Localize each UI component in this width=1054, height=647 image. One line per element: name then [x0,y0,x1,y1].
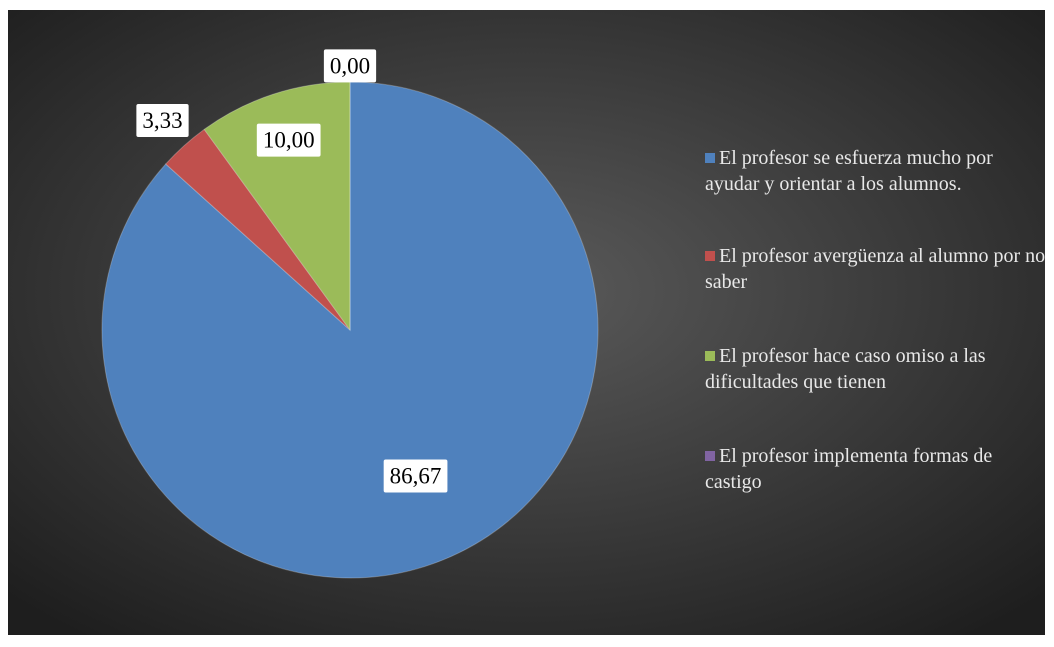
pie-slice [165,128,351,331]
legend-swatch [705,351,715,361]
legend-label: El profesor implementa formas de castigo [705,445,993,493]
data-label-box [323,49,377,83]
data-label: 3,33 [142,108,182,133]
data-label: 10,00 [263,128,315,153]
data-label: 0,00 [330,53,370,78]
pie-slice [101,81,599,579]
legend-label: El profesor avergüenza al alumno por no … [705,245,1046,293]
legend-entry: El profesor avergüenza al alumno por no … [705,243,1050,295]
legend-entry: El profesor se esfuerza mucho por ayudar… [705,145,1050,197]
legend-swatch [705,451,715,461]
legend-swatch [705,251,715,261]
legend-entry: El profesor implementa formas de castigo [705,443,1050,495]
legend-label: El profesor hace caso omiso a las dificu… [705,345,986,393]
data-label-box [256,123,321,157]
data-label: 86,67 [390,464,442,489]
legend-label: El profesor se esfuerza mucho por ayudar… [705,147,993,195]
legend-entry: El profesor hace caso omiso a las dificu… [705,343,1050,395]
data-label-box [383,459,448,493]
pie [101,81,599,579]
legend-swatch [705,153,715,163]
data-label-box [136,104,189,138]
data-labels: 86,67 3,33 10,00 0,00 [136,49,448,493]
